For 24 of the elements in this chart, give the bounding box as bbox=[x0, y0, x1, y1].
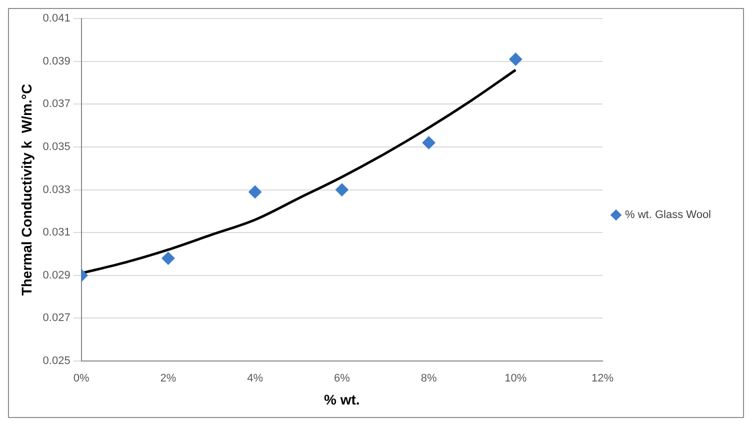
y-tick-label: 0.025 bbox=[42, 355, 70, 368]
y-tick-label: 0.037 bbox=[42, 98, 70, 110]
x-tick-label: 10% bbox=[504, 372, 527, 385]
x-tick-label: 12% bbox=[592, 372, 614, 385]
point bbox=[509, 52, 522, 66]
x-tick-label: 2% bbox=[160, 372, 176, 385]
x-tick-label: 4% bbox=[247, 372, 264, 385]
y-tick-label: 0.041 bbox=[42, 12, 70, 25]
point bbox=[335, 183, 348, 196]
point bbox=[422, 136, 436, 150]
x-tick-label: 0% bbox=[73, 372, 90, 385]
y-axis-title: Thermal Conductivity k W/m.°C bbox=[18, 84, 34, 296]
x-tick-label: 8% bbox=[420, 372, 437, 385]
legend-label: % wt. Glass Wool bbox=[625, 209, 712, 222]
y-tick-label: 0.039 bbox=[42, 55, 70, 68]
y-tick-label: 0.027 bbox=[42, 312, 70, 324]
y-tick-label: 0.031 bbox=[42, 226, 70, 239]
x-axis-title: % wt. bbox=[324, 391, 360, 408]
y-tick-label: 0.029 bbox=[42, 269, 70, 282]
y-tick-label: 0.033 bbox=[42, 184, 70, 196]
point bbox=[162, 252, 175, 265]
point bbox=[248, 185, 262, 198]
x-tick-label: 6% bbox=[334, 372, 350, 385]
y-tick-label: 0.035 bbox=[42, 141, 70, 154]
